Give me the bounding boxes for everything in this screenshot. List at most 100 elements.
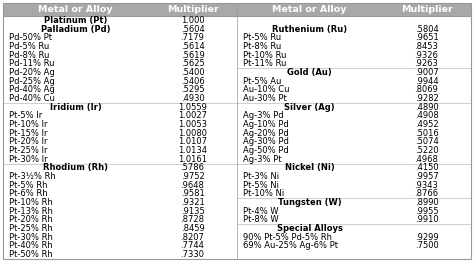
- Text: 1.0134: 1.0134: [178, 146, 207, 155]
- Text: Pt-4% W: Pt-4% W: [243, 207, 279, 216]
- Text: Pt-13% Rh: Pt-13% Rh: [9, 207, 53, 216]
- Text: Pt-3% Ni: Pt-3% Ni: [243, 172, 279, 181]
- Text: Pd-5% Ru: Pd-5% Ru: [9, 42, 49, 51]
- Text: .8453: .8453: [415, 42, 438, 51]
- Text: .4952: .4952: [415, 120, 438, 129]
- Text: Pt-8% W: Pt-8% W: [243, 215, 279, 225]
- Text: Pt-5% Ru: Pt-5% Ru: [243, 33, 281, 42]
- Text: .5619: .5619: [181, 51, 204, 59]
- Text: Pt-30% Ir: Pt-30% Ir: [9, 155, 47, 164]
- Text: Ag-3% Pt: Ag-3% Pt: [243, 155, 282, 164]
- Text: .5406: .5406: [181, 77, 204, 86]
- Text: Gold (Au): Gold (Au): [287, 68, 332, 77]
- Text: .5804: .5804: [415, 25, 438, 34]
- Text: .5295: .5295: [181, 85, 204, 94]
- Text: Au-10% Cu: Au-10% Cu: [243, 85, 290, 94]
- Text: .5604: .5604: [181, 25, 204, 34]
- Text: 90% Pt-5% Pd-5% Rh: 90% Pt-5% Pd-5% Rh: [243, 233, 332, 242]
- Text: Pt-8% Ru: Pt-8% Ru: [243, 42, 281, 51]
- Text: .5400: .5400: [181, 68, 204, 77]
- Text: Ag-10% Pd: Ag-10% Pd: [243, 120, 289, 129]
- Text: Pt-11% Ru: Pt-11% Ru: [243, 59, 286, 68]
- Text: Pt-50% Rh: Pt-50% Rh: [9, 250, 53, 259]
- Text: Pt-20% Ir: Pt-20% Ir: [9, 137, 47, 146]
- Text: .4908: .4908: [415, 111, 438, 120]
- Text: .9299: .9299: [415, 233, 438, 242]
- Text: 1.0107: 1.0107: [178, 137, 207, 146]
- Text: Pd-25% Ag: Pd-25% Ag: [9, 77, 55, 86]
- Text: .9343: .9343: [415, 181, 438, 190]
- Text: Pt-3½% Rh: Pt-3½% Rh: [9, 172, 56, 181]
- Text: Ruthenium (Ru): Ruthenium (Ru): [272, 25, 347, 34]
- Text: Ag-30% Pd: Ag-30% Pd: [243, 137, 289, 146]
- Text: .8069: .8069: [415, 85, 438, 94]
- Text: Pt-5% Ir: Pt-5% Ir: [9, 111, 42, 120]
- Text: .7744: .7744: [181, 242, 204, 250]
- Text: Platinum (Pt): Platinum (Pt): [44, 16, 107, 25]
- Text: .7500: .7500: [415, 242, 438, 250]
- Text: Pt-10% Ru: Pt-10% Ru: [243, 51, 286, 59]
- Text: Multiplier: Multiplier: [401, 5, 452, 14]
- Text: .5625: .5625: [181, 59, 204, 68]
- Text: .8207: .8207: [181, 233, 204, 242]
- Text: .9648: .9648: [181, 181, 204, 190]
- Text: Nickel (Ni): Nickel (Ni): [285, 163, 335, 172]
- Text: .9581: .9581: [181, 189, 204, 198]
- Text: 1.0027: 1.0027: [178, 111, 207, 120]
- Text: .9326: .9326: [415, 51, 438, 59]
- Text: Metal or Alloy: Metal or Alloy: [272, 5, 347, 14]
- Text: .5220: .5220: [415, 146, 438, 155]
- Text: 1.0053: 1.0053: [178, 120, 207, 129]
- Text: .4150: .4150: [415, 163, 438, 172]
- Text: Pd-40% Ag: Pd-40% Ag: [9, 85, 55, 94]
- Text: .5016: .5016: [415, 129, 438, 138]
- Text: Pt-25% Rh: Pt-25% Rh: [9, 224, 53, 233]
- Text: Pt-5% Ni: Pt-5% Ni: [243, 181, 279, 190]
- Text: .9007: .9007: [415, 68, 438, 77]
- Text: Pd-40% Cu: Pd-40% Cu: [9, 94, 55, 103]
- Text: Ag-20% Pd: Ag-20% Pd: [243, 129, 289, 138]
- Text: Pt-20% Rh: Pt-20% Rh: [9, 215, 53, 225]
- Text: Pt-30% Rh: Pt-30% Rh: [9, 233, 53, 242]
- Text: .8990: .8990: [415, 198, 438, 207]
- Text: Tungsten (W): Tungsten (W): [278, 198, 341, 207]
- Text: .9282: .9282: [415, 94, 438, 103]
- Text: Pt-5% Rh: Pt-5% Rh: [9, 181, 47, 190]
- Bar: [237, 3, 471, 16]
- Text: Palladium (Pd): Palladium (Pd): [41, 25, 110, 34]
- Text: Special Alloys: Special Alloys: [277, 224, 343, 233]
- Text: .4890: .4890: [415, 103, 438, 112]
- Text: Pt-40% Rh: Pt-40% Rh: [9, 242, 53, 250]
- Text: .9321: .9321: [181, 198, 204, 207]
- Text: .9651: .9651: [415, 33, 438, 42]
- Text: Pt-5% Au: Pt-5% Au: [243, 77, 282, 86]
- Text: Pt-6% Rh: Pt-6% Rh: [9, 189, 47, 198]
- Text: Pd-8% Ru: Pd-8% Ru: [9, 51, 49, 59]
- Text: Ag-50% Pd: Ag-50% Pd: [243, 146, 289, 155]
- Text: .9263: .9263: [415, 59, 438, 68]
- Text: .8459: .8459: [181, 224, 204, 233]
- Text: 69% Au-25% Ag-6% Pt: 69% Au-25% Ag-6% Pt: [243, 242, 338, 250]
- Text: Pd-11% Ru: Pd-11% Ru: [9, 59, 55, 68]
- Text: 1.000: 1.000: [181, 16, 204, 25]
- Text: .4930: .4930: [181, 94, 204, 103]
- Text: .9910: .9910: [415, 215, 438, 225]
- Text: .5614: .5614: [181, 42, 204, 51]
- Text: .9955: .9955: [415, 207, 438, 216]
- Text: .7330: .7330: [181, 250, 205, 259]
- Text: Pt-25% Ir: Pt-25% Ir: [9, 146, 47, 155]
- Text: Pt-10% Ir: Pt-10% Ir: [9, 120, 47, 129]
- Text: .9957: .9957: [415, 172, 438, 181]
- Text: Pt-10% Rh: Pt-10% Rh: [9, 198, 53, 207]
- Text: Pt-10% Ni: Pt-10% Ni: [243, 189, 284, 198]
- Text: Pt-15% Ir: Pt-15% Ir: [9, 129, 47, 138]
- Text: .5074: .5074: [415, 137, 438, 146]
- Text: Au-30% Pt: Au-30% Pt: [243, 94, 287, 103]
- Text: .9135: .9135: [181, 207, 204, 216]
- Text: 1.0080: 1.0080: [178, 129, 207, 138]
- Text: .8728: .8728: [181, 215, 205, 225]
- Text: .5786: .5786: [181, 163, 205, 172]
- Text: Pd-20% Ag: Pd-20% Ag: [9, 68, 55, 77]
- Text: 1.0559: 1.0559: [178, 103, 207, 112]
- Text: .8766: .8766: [414, 189, 438, 198]
